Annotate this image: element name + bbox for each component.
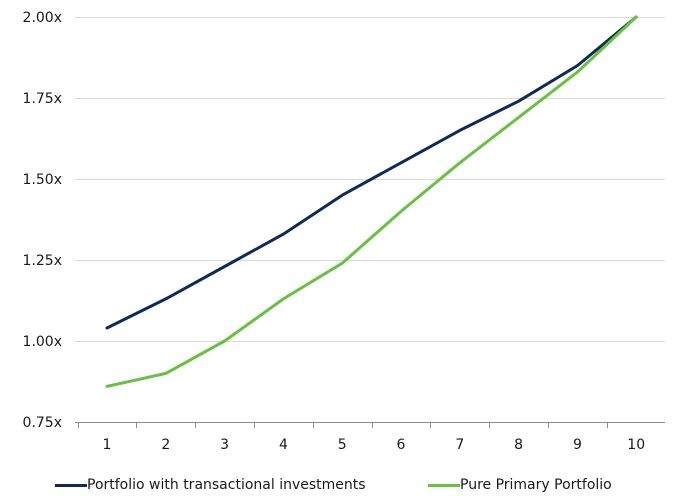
y-tick-label: 1.75x xyxy=(23,91,62,107)
y-tick-label: 1.50x xyxy=(23,172,62,188)
x-tick-label: 3 xyxy=(220,437,229,453)
series-line-pure-primary xyxy=(105,15,638,388)
x-tick-label: 8 xyxy=(514,437,523,453)
x-tick-label: 5 xyxy=(338,437,347,453)
y-tick-label: 0.75x xyxy=(23,415,62,431)
y-axis-tick-labels: 0.75x 1.00x 1.25x 1.50x 1.75x 2.00x xyxy=(23,10,62,431)
legend-item-pure-primary: Pure Primary Portfolio xyxy=(428,474,612,496)
x-tick-label: 7 xyxy=(455,437,464,453)
x-tick-label: 9 xyxy=(573,437,582,453)
x-axis-tick-labels: 1 2 3 4 5 6 7 8 9 10 xyxy=(103,437,646,453)
legend-label-transactional: Portfolio with transactional investments xyxy=(87,477,366,493)
legend-item-transactional: Portfolio with transactional investments xyxy=(55,474,366,496)
line-chart: 0.75x 1.00x 1.25x 1.50x 1.75x 2.00x 1 2 3 4 5 6 7 8 9… xyxy=(23,10,665,453)
y-tick-label: 1.00x xyxy=(23,334,62,350)
y-tick-label: 1.25x xyxy=(23,253,62,269)
legend-swatch-pure-primary xyxy=(428,483,460,487)
legend: Portfolio with transactional investments… xyxy=(0,474,675,496)
legend-label-pure-primary: Pure Primary Portfolio xyxy=(460,477,612,493)
x-tick-label: 2 xyxy=(161,437,170,453)
x-tick-label: 4 xyxy=(279,437,288,453)
x-tick-label: 10 xyxy=(627,437,645,453)
x-tick-label: 6 xyxy=(397,437,406,453)
y-tick-label: 2.00x xyxy=(23,10,62,26)
legend-swatch-transactional xyxy=(55,483,87,487)
x-tick-label: 1 xyxy=(103,437,112,453)
series-line-transactional xyxy=(105,15,638,330)
x-axis xyxy=(75,422,665,428)
series-lines xyxy=(105,15,638,388)
